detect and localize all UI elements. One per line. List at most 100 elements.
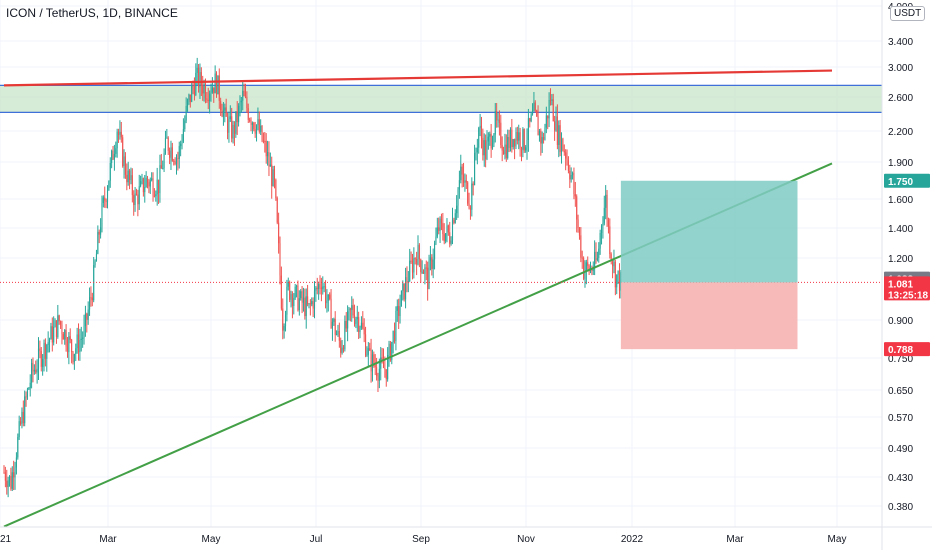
candle-body: [94, 261, 96, 266]
stop-price-label-bg: [884, 342, 930, 357]
candle-body: [215, 73, 218, 95]
candle-body: [337, 331, 339, 334]
candle-body: [457, 189, 459, 206]
y-tick-label: 3.000: [888, 63, 913, 74]
candle-body: [271, 164, 273, 186]
candle-body: [458, 180, 460, 190]
candle-body: [421, 271, 423, 273]
candle-body: [381, 357, 383, 361]
candle-body: [482, 138, 484, 156]
candle-body: [35, 369, 37, 373]
candle-body: [222, 110, 224, 117]
candle-body: [90, 297, 92, 299]
candle-body: [351, 305, 353, 310]
candle-body: [461, 166, 463, 175]
candle-body: [207, 99, 209, 102]
candle-body: [251, 122, 253, 125]
candle-body: [451, 219, 454, 241]
candle-body: [14, 467, 16, 478]
candle-body: [291, 294, 293, 306]
candle-body: [25, 396, 27, 398]
candle-body: [276, 198, 278, 223]
candle-body: [370, 350, 372, 372]
candle-body: [15, 457, 17, 468]
candle-body: [145, 177, 147, 188]
candle-body: [400, 290, 402, 307]
candle-body: [603, 207, 605, 224]
candle-body: [439, 218, 441, 231]
candle-body: [480, 125, 483, 139]
candle-body: [496, 111, 498, 121]
candle-body: [497, 119, 499, 121]
target-zone: [620, 180, 798, 283]
candle-body: [221, 109, 223, 117]
candle-body: [203, 84, 205, 94]
candle-body: [104, 197, 106, 201]
candle-body: [460, 166, 462, 181]
candle-body: [417, 245, 419, 265]
candle-body: [422, 271, 425, 274]
candle-body: [599, 233, 601, 249]
candle-body: [155, 194, 157, 197]
candle-body: [549, 100, 552, 102]
candle-body: [420, 259, 422, 273]
candle-body: [18, 421, 20, 438]
candle-body: [478, 128, 480, 148]
candle-body: [117, 131, 120, 135]
candle-body: [91, 297, 93, 301]
candle-body: [224, 107, 226, 111]
candle-body: [265, 141, 267, 157]
candles: [3, 57, 622, 498]
stop-price-label-text: 0.788: [888, 345, 913, 356]
candle-body: [235, 111, 237, 134]
candle-body: [326, 300, 328, 304]
currency-badge[interactable]: USDT: [890, 6, 926, 21]
candle-body: [432, 259, 434, 269]
candle-body: [334, 318, 336, 335]
candle-body: [188, 94, 190, 100]
candle-body: [331, 321, 333, 329]
candle-body: [65, 330, 67, 347]
candle-body: [436, 227, 438, 237]
candle-body: [151, 178, 153, 181]
candle-body: [181, 141, 183, 144]
candle-body: [253, 122, 255, 130]
candle-body: [424, 267, 426, 274]
candle-body: [533, 102, 535, 112]
candle-body: [77, 334, 80, 353]
candle-body: [315, 287, 317, 291]
long-position-tool[interactable]: [620, 180, 798, 350]
candle-body: [261, 125, 263, 141]
candle-body: [618, 271, 621, 291]
candle-body: [565, 152, 567, 159]
candle-body: [133, 195, 135, 206]
candle-body: [149, 180, 151, 187]
stop-zone: [620, 282, 798, 350]
candle-body: [537, 116, 539, 136]
candle-body: [55, 320, 57, 337]
y-tick-label: 1.200: [888, 254, 913, 265]
candle-body: [6, 480, 8, 488]
candle-body: [255, 125, 258, 134]
candle-body: [489, 133, 491, 137]
candle-body: [146, 177, 149, 183]
candle-body: [138, 186, 140, 205]
candle-body: [246, 96, 248, 109]
candle-body: [227, 116, 229, 133]
candle-body: [108, 180, 110, 191]
candle-body: [342, 347, 345, 350]
candle-body: [520, 147, 523, 150]
candle-body: [312, 301, 314, 309]
candle-body: [116, 131, 118, 149]
symbol-title[interactable]: ICON / TetherUS, 1D, BINANCE: [6, 6, 178, 20]
candle-body: [20, 421, 22, 424]
candle-body: [498, 119, 500, 123]
candle-body: [164, 138, 167, 154]
candle-body: [158, 179, 160, 194]
candle-body: [454, 213, 456, 223]
candle-body: [313, 290, 316, 309]
candle-body: [275, 179, 277, 199]
candle-body: [280, 275, 282, 309]
